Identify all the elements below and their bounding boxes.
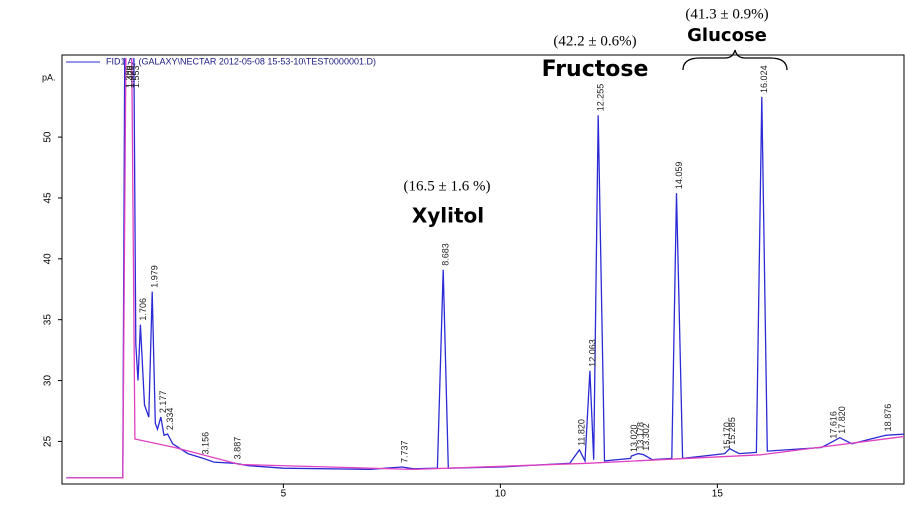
peak-label: 17.820 [837, 406, 847, 434]
brace [682, 49, 788, 71]
peak-label: 3.887 [232, 437, 242, 460]
annotation: Glucose [687, 25, 767, 46]
peak-label: 2.334 [165, 408, 175, 431]
y-tick-label: 25 [43, 435, 54, 447]
peak-label: 1.706 [138, 298, 148, 321]
y-tick-label: 50 [43, 131, 54, 143]
legend-label: FID1 A, (GALAXY\NECTAR 2012-05-08 15-53-… [106, 56, 376, 66]
annotation: (42.2 ± 0.6%) [553, 33, 636, 49]
peak-label: 1.389 [124, 65, 134, 88]
trace [66, 58, 905, 479]
peak-label: 2.177 [158, 391, 168, 414]
peak-label: 12.063 [587, 339, 597, 367]
peak-label: 18.876 [883, 404, 893, 432]
peak-label: 1.426 [126, 65, 136, 88]
y-tick-label: 35 [43, 314, 54, 326]
y-tick-label: 40 [43, 253, 54, 265]
peak-label: 13.302 [641, 423, 651, 451]
peak-label: 11.820 [577, 419, 587, 446]
peak-label: 8.683 [441, 243, 451, 266]
plot-area [66, 58, 905, 479]
annotation: (16.5 ± 1.6 %) [404, 178, 491, 194]
annotation: (41.3 ± 0.9%) [685, 6, 768, 22]
annotation: Fructose [542, 57, 649, 82]
peak-label: 14.059 [674, 162, 684, 190]
peak-label: 3.156 [201, 432, 211, 455]
x-tick-label: 15 [712, 489, 724, 500]
annotation: Xylitol [412, 204, 484, 228]
x-tick-label: 10 [495, 489, 507, 500]
peak-label: 13.178 [636, 422, 646, 450]
x-tick-label: 5 [281, 489, 287, 500]
peak-label: 17.616 [828, 411, 838, 439]
peak-label: 1.553 [131, 65, 141, 88]
peak-label: 12.255 [596, 84, 606, 112]
plot-frame [61, 54, 905, 485]
y-axis-label: pA. [42, 72, 56, 82]
trace [66, 58, 905, 479]
y-tick-label: 30 [43, 375, 54, 387]
peak-label: 15.170 [722, 422, 732, 450]
peak-label: 1.979 [150, 265, 160, 288]
peak-label: 16.024 [759, 65, 769, 93]
peak-label: 15.285 [727, 417, 737, 445]
peak-label: 13.020 [629, 424, 639, 452]
peak-label: 7.737 [400, 440, 410, 463]
y-tick-label: 45 [43, 192, 54, 204]
